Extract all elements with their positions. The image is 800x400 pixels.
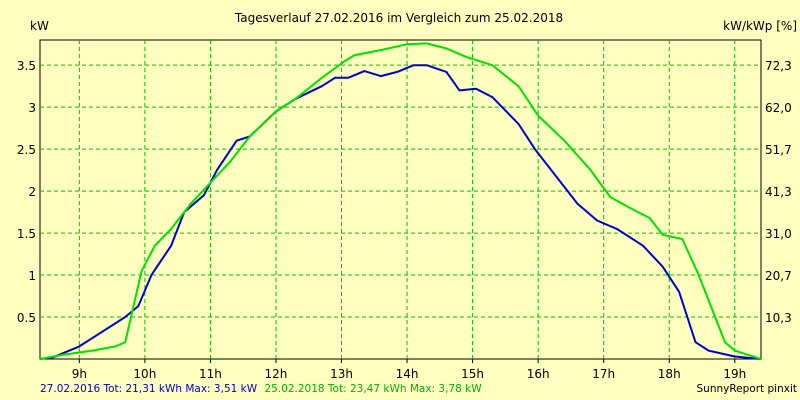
legend-series-2: 25.02.2018 Tot: 23,47 kWh Max: 3,78 kW: [264, 383, 482, 395]
y-axis-left-label: kW: [30, 19, 49, 33]
x-tick-label: 17h: [592, 367, 615, 381]
y-axis-right-label: kW/kWp [%]: [723, 19, 797, 33]
y-tick-label-left: 3: [28, 101, 36, 115]
x-tick-label: 12h: [265, 367, 288, 381]
x-tick-label: 9h: [72, 367, 87, 381]
y-tick-label-left: 1: [28, 269, 36, 283]
y-tick-label-right: 31,0: [765, 227, 792, 241]
y-tick-label-right: 62,0: [765, 101, 792, 115]
y-tick-label-right: 41,3: [765, 185, 792, 199]
y-tick-label-right: 72,3: [765, 59, 792, 73]
x-tick-label: 15h: [461, 367, 484, 381]
y-tick-label-left: 2: [28, 185, 36, 199]
series-line-1: [39, 64, 762, 360]
grid-layer: [40, 40, 761, 359]
footer-legend: 27.02.2016 Tot: 21,31 kWh Max: 3,51 kW 2…: [40, 383, 482, 395]
plot-frame: [39, 39, 762, 360]
x-tick-label: 11h: [199, 367, 222, 381]
x-tick-label: 19h: [723, 367, 746, 381]
y-tick-label-left: 1.5: [17, 227, 36, 241]
y-tick-label-left: 3.5: [17, 59, 36, 73]
legend-series-1: 27.02.2016 Tot: 21,31 kWh Max: 3,51 kW: [40, 383, 258, 395]
x-tick-label: 14h: [396, 367, 419, 381]
y-tick-label-right: 20,7: [765, 269, 792, 283]
y-tick-label-right: 10,3: [765, 311, 792, 325]
series-layer: [39, 42, 762, 360]
x-tick-label: 10h: [133, 367, 156, 381]
y-tick-label-left: 2.5: [17, 143, 36, 157]
x-tick-label: 18h: [658, 367, 681, 381]
chart-title: Tagesverlauf 27.02.2016 im Vergleich zum…: [234, 11, 563, 25]
x-tick-label: 13h: [330, 367, 353, 381]
y-tick-label-left: 0.5: [17, 311, 36, 325]
y-tick-label-right: 51,7: [765, 143, 792, 157]
footer-brand: SunnyReport pinxit: [697, 383, 797, 395]
x-tick-label: 16h: [527, 367, 550, 381]
tick-layer: 9h 10h 11h 12h 13h 14h 15h 16h 17h 18h 19h 0.5 1 1.5 2…: [17, 59, 792, 381]
series-line-2: [39, 42, 762, 360]
